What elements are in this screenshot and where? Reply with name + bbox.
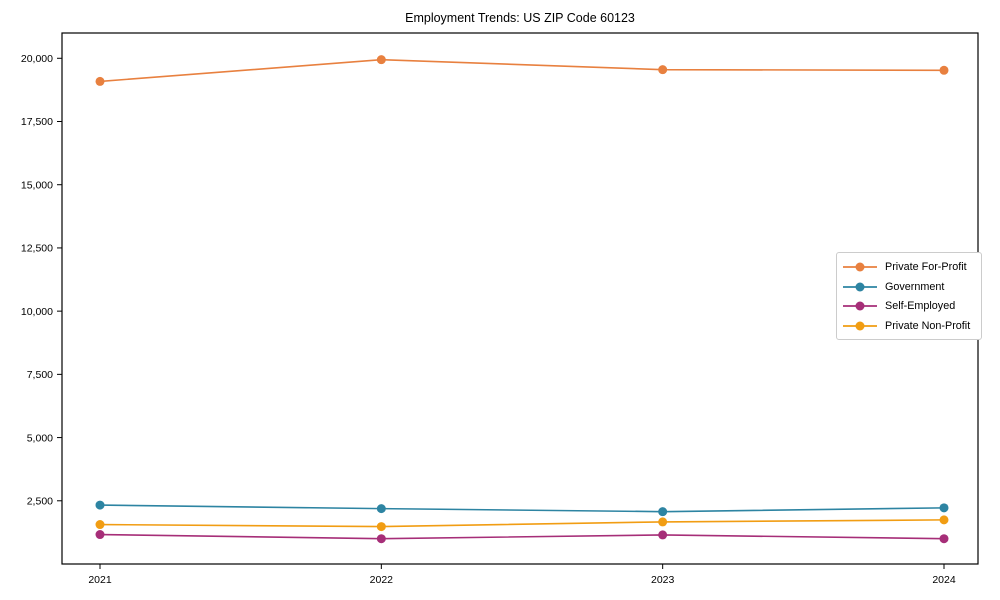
data-point-government-2022 — [376, 504, 386, 514]
legend-item-private-non-profit: Private Non-Profit — [843, 317, 977, 335]
series-self-employed — [95, 530, 949, 544]
x-axis: 2021 2022 2023 2024 — [88, 564, 956, 586]
x-tick-label: 2022 — [370, 574, 394, 586]
series-private-for-profit — [95, 55, 949, 86]
legend-marker-icon — [843, 321, 877, 331]
y-tick-label: 5,000 — [27, 432, 53, 444]
legend-label: Private Non-Profit — [885, 319, 971, 332]
y-tick-label: 15,000 — [21, 179, 53, 191]
data-point-private-non-profit-2022 — [376, 522, 386, 532]
legend-marker-icon — [843, 301, 877, 311]
y-tick-label: 10,000 — [21, 306, 53, 318]
data-point-government-2024 — [939, 503, 949, 513]
y-tick-label: 17,500 — [21, 116, 53, 128]
data-point-self-employed-2022 — [376, 534, 386, 544]
y-tick-label: 2,500 — [27, 495, 53, 507]
legend-marker-icon — [843, 282, 877, 292]
data-point-private-non-profit-2023 — [658, 517, 668, 527]
data-point-self-employed-2021 — [95, 530, 105, 540]
legend-marker-icon — [843, 262, 877, 272]
series-line-government — [99, 504, 945, 513]
legend-label: Self-Employed — [885, 300, 956, 313]
legend-item-self-employed: Self-Employed — [843, 297, 977, 315]
x-tick-label: 2021 — [88, 574, 112, 586]
data-point-self-employed-2024 — [939, 534, 949, 544]
legend-label: Government — [885, 280, 945, 293]
legend-item-government: Government — [843, 278, 977, 296]
data-point-private-non-profit-2021 — [95, 520, 105, 530]
chart-title: Employment Trends: US ZIP Code 60123 — [405, 11, 635, 25]
data-point-private-for-profit-2021 — [95, 76, 105, 86]
series-government — [95, 500, 949, 517]
legend: Private For-Profit Government Self-Employe… — [836, 252, 982, 340]
legend-label: Private For-Profit — [885, 261, 967, 273]
data-point-self-employed-2023 — [658, 530, 668, 540]
y-tick-label: 12,500 — [21, 243, 53, 255]
data-point-private-non-profit-2024 — [939, 515, 949, 525]
y-tick-label: 20,000 — [21, 53, 53, 65]
y-axis: 2,500 5,000 7,500 10,000 12,500 15,000 17,500 2… — [21, 53, 62, 507]
series-line-self-employed — [99, 533, 945, 540]
data-point-government-2023 — [658, 507, 668, 517]
data-point-private-for-profit-2024 — [939, 65, 949, 75]
data-point-private-for-profit-2022 — [376, 55, 386, 65]
y-tick-label: 7,500 — [27, 369, 53, 381]
legend-item-private-for-profit: Private For-Profit — [843, 258, 977, 276]
x-tick-label: 2024 — [932, 574, 956, 586]
data-point-private-for-profit-2023 — [658, 65, 668, 75]
series-line-private-non-profit — [99, 519, 945, 528]
series-line-private-for-profit — [99, 58, 945, 83]
x-tick-label: 2023 — [651, 574, 675, 586]
data-point-government-2021 — [95, 500, 105, 510]
series-private-non-profit — [95, 515, 949, 532]
